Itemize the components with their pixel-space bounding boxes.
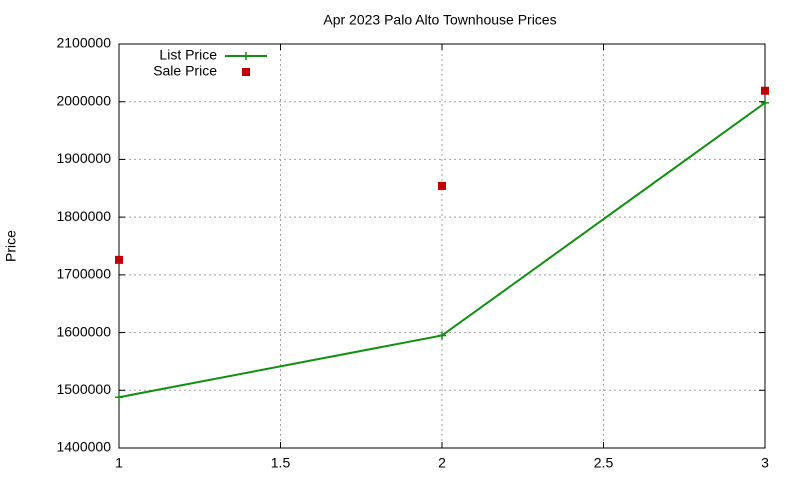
point [115,255,123,264]
point [438,181,446,190]
chart-title: Apr 2023 Palo Alto Townhouse Prices [323,12,556,28]
y-tick-label: 1500000 [56,381,111,397]
point [242,68,250,76]
point [438,331,446,340]
y-tick-label: 1400000 [56,439,111,455]
y-tick-label: 2000000 [56,92,111,108]
y-tick-label: 1900000 [56,150,111,166]
y-tick-label: 1700000 [56,266,111,282]
x-tick-label: 1.5 [271,455,291,471]
y-tick-label: 1600000 [56,323,111,339]
legend-label: Sale Price [153,63,217,79]
legend-label: List Price [159,47,217,63]
point [115,393,123,402]
plot-frame [118,43,766,449]
x-tick-label: 3 [761,455,769,471]
point [761,98,769,107]
y-tick-label: 2100000 [56,35,111,51]
y-tick-label: 1800000 [56,208,111,224]
point [761,86,769,95]
x-tick-label: 2.5 [594,455,614,471]
x-tick-label: 1 [115,455,123,471]
x-tick-label: 2 [438,455,446,471]
point [242,52,250,60]
y-axis-label: Price [3,230,19,262]
